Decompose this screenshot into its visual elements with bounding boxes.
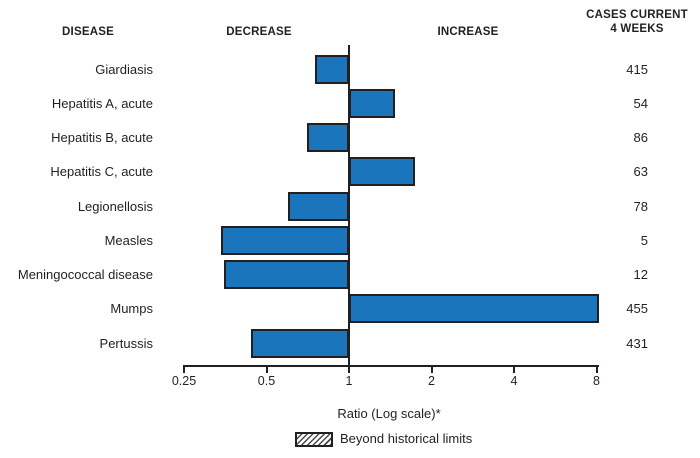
disease-label: Mumps <box>110 301 153 317</box>
cases-count: 431 <box>626 335 648 351</box>
disease-label: Hepatitis B, acute <box>51 130 153 145</box>
ratio-bar <box>288 191 349 221</box>
x-axis-tick-label: 8 <box>593 374 600 388</box>
cases-count: 54 <box>633 95 648 111</box>
ratio-bar <box>306 123 349 152</box>
ratio-bar <box>349 88 395 118</box>
x-axis-tick-mark <box>430 365 433 373</box>
cases-header-line1: CASES CURRENT <box>586 9 688 21</box>
disease-label: Hepatitis A, acute <box>51 95 153 111</box>
cases-count: 5 <box>640 232 648 248</box>
column-header-disease: DISEASE <box>62 26 114 38</box>
x-axis-tick-mark <box>265 365 268 373</box>
x-axis-label: Ratio (Log scale)* <box>337 406 441 421</box>
x-axis-tick-mark <box>595 365 598 373</box>
cases-count: 78 <box>633 198 648 214</box>
x-axis-tick-label: 4 <box>510 374 518 388</box>
disease-label: Measles <box>104 232 153 248</box>
ratio-bar <box>349 157 415 187</box>
ratio-bar <box>251 328 349 358</box>
disease-label: Giardiasis <box>95 61 153 77</box>
cases-count: 455 <box>626 301 648 317</box>
x-axis-tick-mark <box>348 365 350 373</box>
disease-label: Hepatitis C, acute <box>50 164 153 180</box>
x-axis-tick-mark <box>513 365 515 373</box>
column-header-cases: CASES CURRENT 4 WEEKS <box>577 8 697 36</box>
legend-hatched-swatch <box>295 432 333 447</box>
column-header-increase: INCREASE <box>437 26 499 38</box>
ratio-bar <box>314 54 349 84</box>
ratio-bar <box>224 260 349 289</box>
column-header-decrease: DECREASE <box>226 26 292 38</box>
baseline-ratio-1-line <box>348 45 350 367</box>
legend-label: Beyond historical limits <box>340 431 473 446</box>
disease-label: Legionellosis <box>77 198 153 214</box>
cases-count: 12 <box>633 267 648 282</box>
disease-label: Meningococcal disease <box>17 267 153 282</box>
x-axis-tick-mark <box>183 365 185 373</box>
cases-header-line2: 4 WEEKS <box>610 23 664 35</box>
cases-count: 63 <box>633 164 648 180</box>
x-axis-line <box>184 365 599 367</box>
ratio-bar <box>349 294 600 324</box>
cases-count: 415 <box>626 61 648 77</box>
ratio-bar <box>220 225 349 255</box>
x-axis-tick-label: 1 <box>345 374 353 388</box>
x-axis-tick-label: 2 <box>428 374 435 388</box>
cases-count: 86 <box>633 130 648 145</box>
x-axis-tick-label: 0.5 <box>257 374 276 388</box>
x-axis-tick-label: 0.25 <box>171 374 197 388</box>
disease-label: Pertussis <box>99 335 153 351</box>
